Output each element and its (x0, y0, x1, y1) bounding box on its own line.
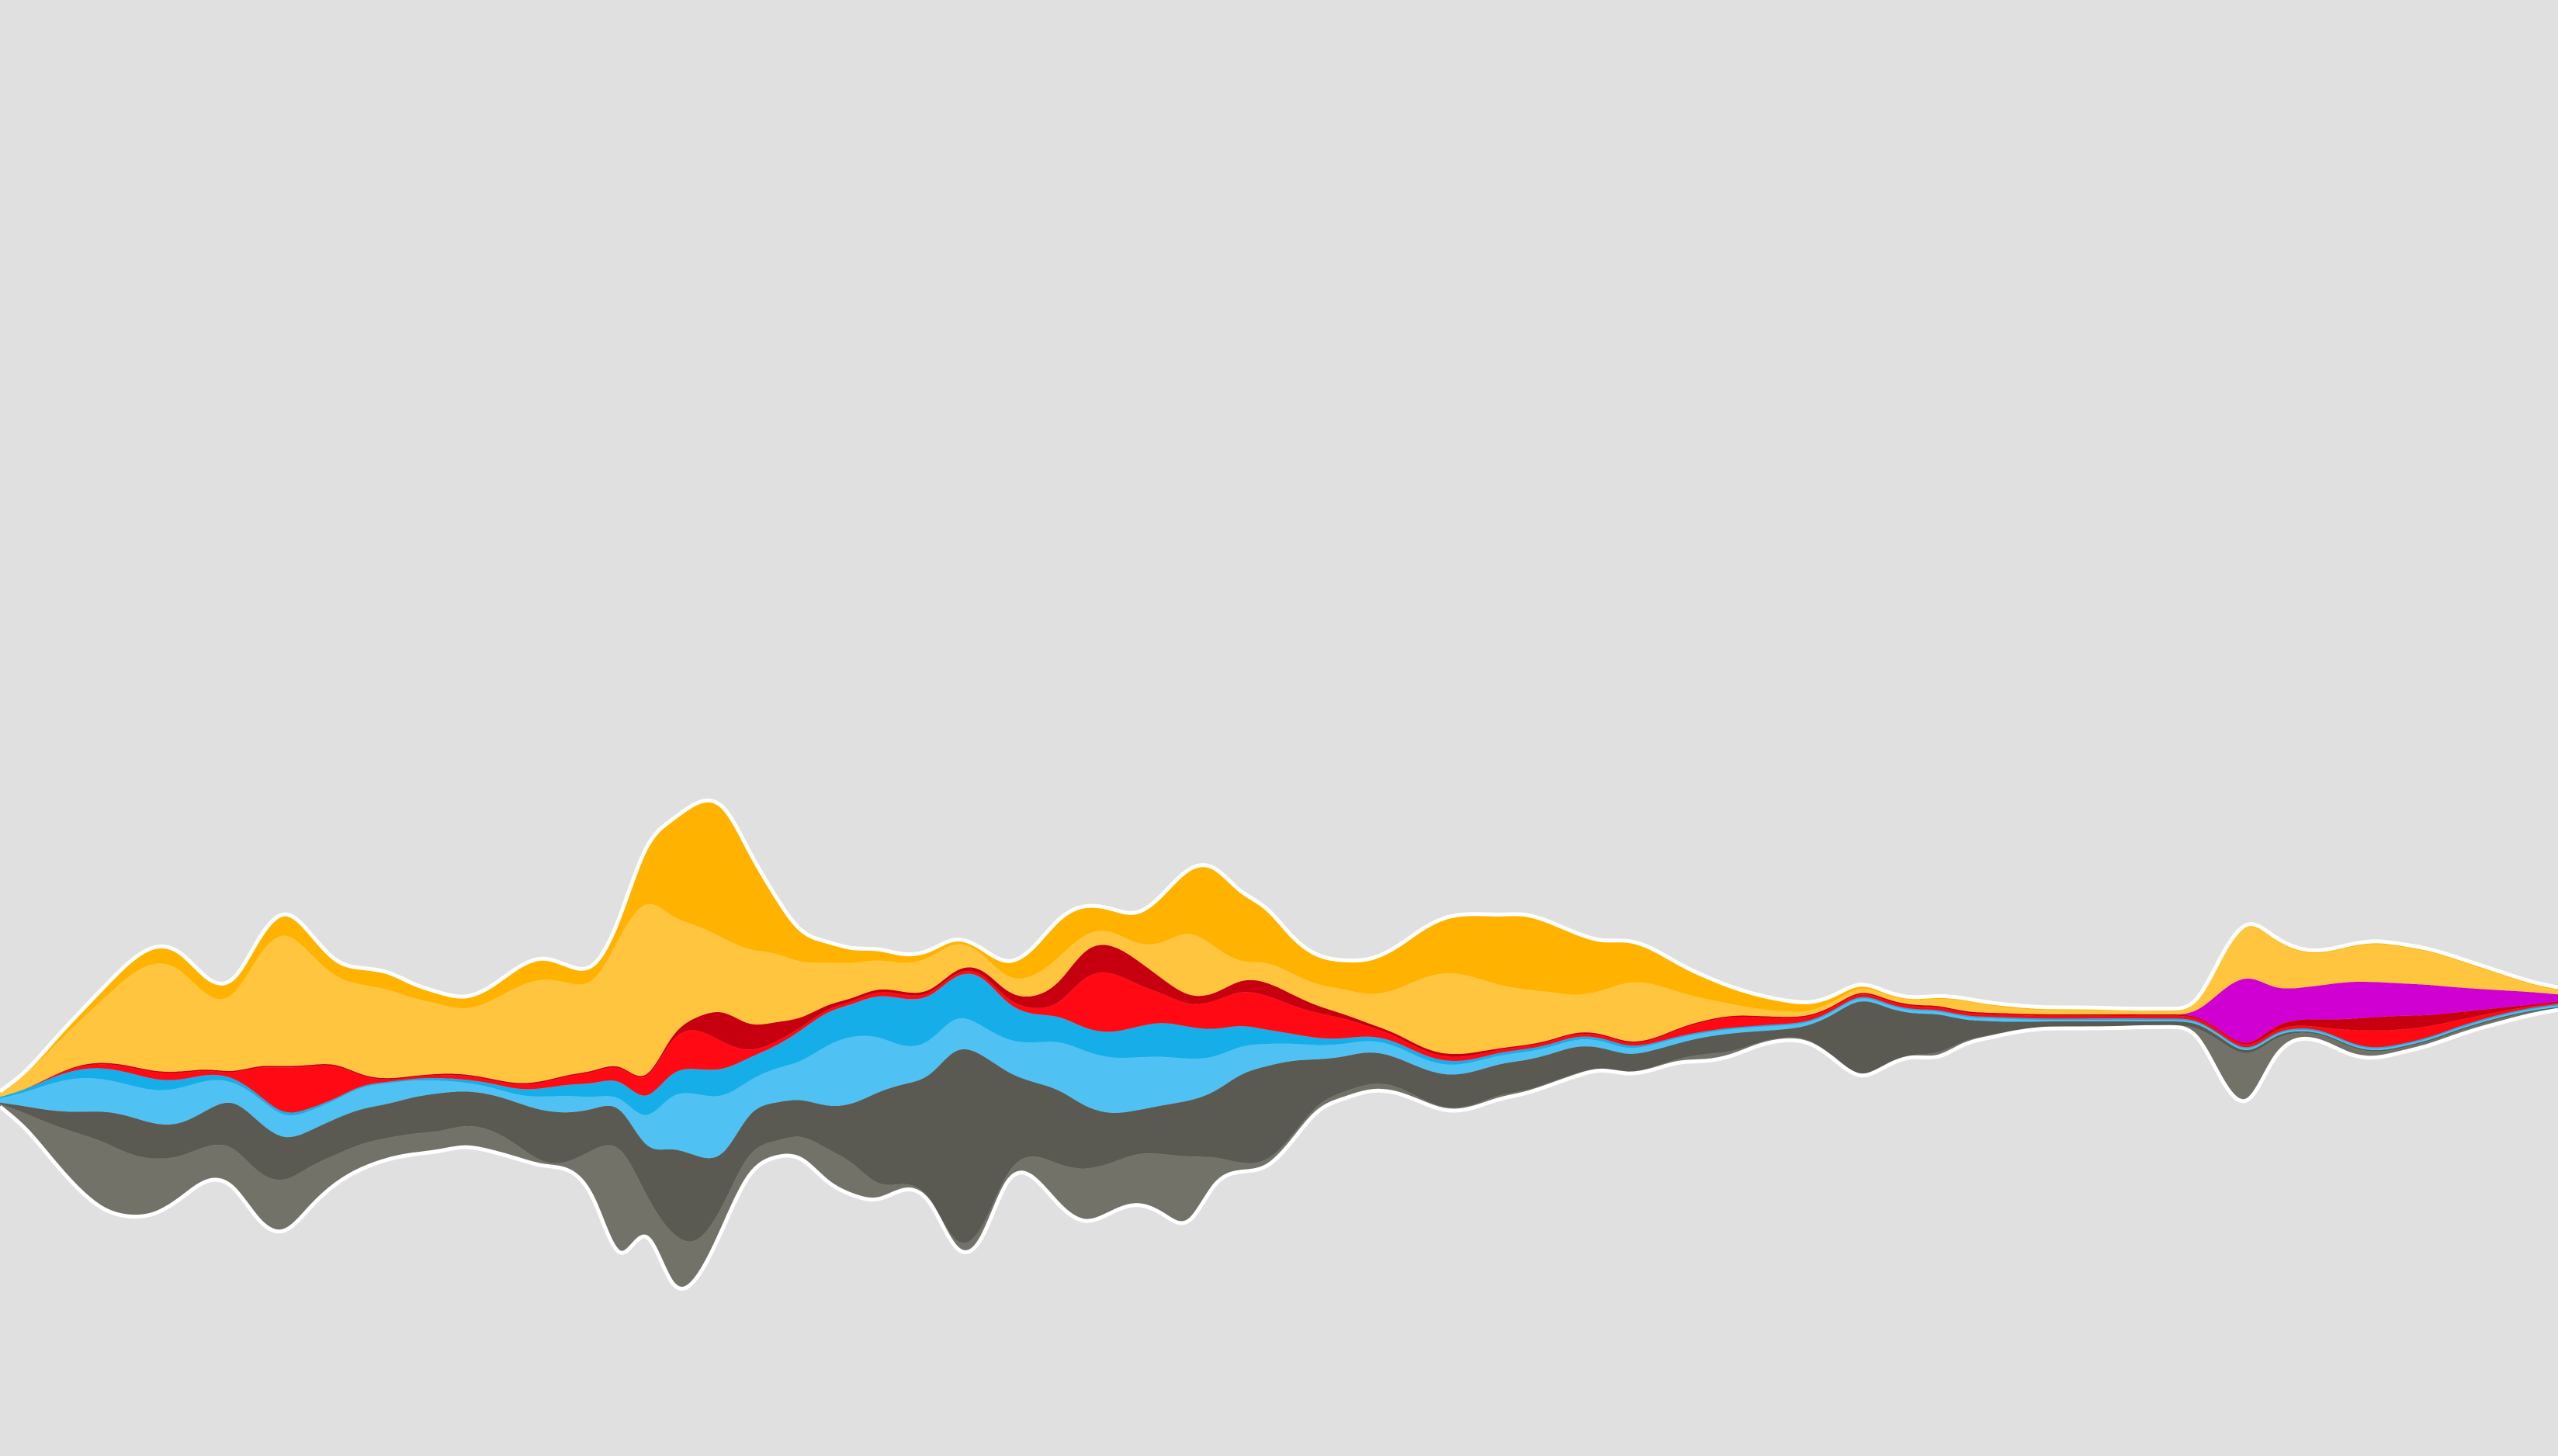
stream-layer-2 (0, 1001, 2558, 1243)
stream-layers (0, 800, 2558, 1289)
stream-bottom-outline (0, 1007, 2558, 1291)
stream-outline (0, 798, 2558, 1291)
stream-top-outline (0, 798, 2558, 1094)
stream-layer-3 (0, 998, 2558, 1159)
stream-layer-9 (0, 800, 2558, 1093)
stream-layer-8 (0, 903, 2558, 1097)
stream-layer-1 (0, 1008, 2558, 1289)
